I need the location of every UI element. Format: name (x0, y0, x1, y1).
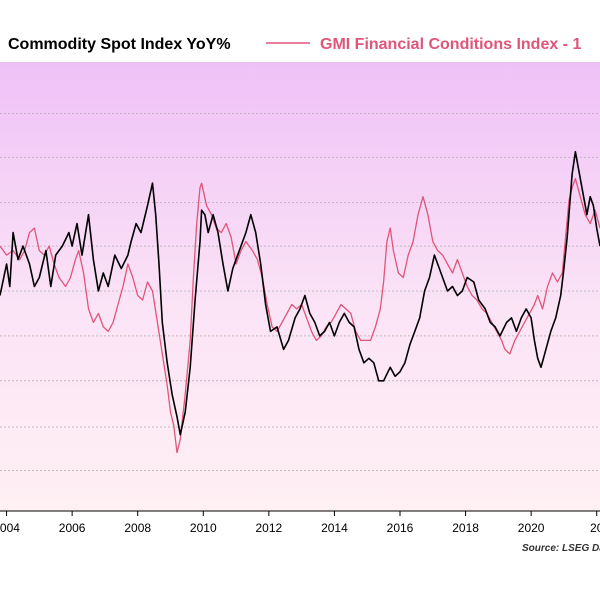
series-line-commodity (0, 151, 600, 436)
legend-label-gmi: GMI Financial Conditions Index - 1 (320, 36, 581, 53)
x-tick-label-2014: 2014 (321, 521, 348, 535)
source-note: Source: LSEG Da (522, 543, 600, 554)
x-tick-label-2010: 2010 (190, 521, 217, 535)
legend-label-commodity: Commodity Spot Index YoY% (8, 36, 231, 53)
x-tick-label-2008: 2008 (124, 521, 151, 535)
grid (0, 113, 600, 471)
x-tick-label-20: 20 (590, 521, 600, 535)
plot-background (0, 62, 600, 511)
legend: Commodity Spot Index YoY% GMI Financial … (8, 36, 581, 53)
x-tick-label-2020: 2020 (518, 521, 545, 535)
x-tick-label-2016: 2016 (387, 521, 414, 535)
x-ticks: 20042006200820102012201420162018202020 (0, 511, 600, 535)
x-tick-label-2004: 2004 (0, 521, 20, 535)
x-tick-label-2012: 2012 (256, 521, 283, 535)
series-line-gmi (0, 178, 600, 454)
x-tick-label-2006: 2006 (59, 521, 86, 535)
x-tick-label-2018: 2018 (452, 521, 479, 535)
series-layer (0, 151, 600, 454)
